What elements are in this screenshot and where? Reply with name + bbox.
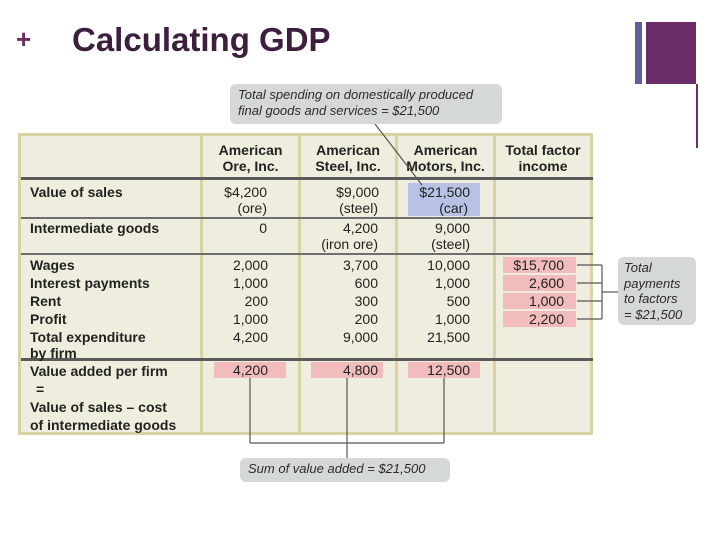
cell-va-steel: 4,800 xyxy=(342,362,378,378)
row-label-rent: Rent xyxy=(30,293,62,309)
accent-bar-blue xyxy=(635,22,642,84)
cell-sales-ore: $4,200 xyxy=(224,184,267,200)
rent-total-highlight xyxy=(503,293,576,309)
header-rule xyxy=(21,177,593,180)
car-sales-highlight xyxy=(408,183,480,216)
header-motors: American Motors, Inc. xyxy=(406,142,485,174)
cell-sales-steel-sub: (steel) xyxy=(339,200,378,216)
interest-total-highlight xyxy=(503,275,576,291)
row-label-interest: Interest payments xyxy=(30,275,150,291)
col-divider xyxy=(200,133,203,435)
cell-wages-total: $15,700 xyxy=(513,257,564,273)
row-label-intermediate: Intermediate goods xyxy=(30,220,160,236)
cell-sales-motors-sub: (car) xyxy=(439,200,468,216)
cell-intermediate-steel-sub: (iron ore) xyxy=(321,236,378,252)
row-label-wages: Wages xyxy=(30,257,75,273)
wages-total-highlight xyxy=(503,257,576,273)
cell-intermediate-motors: 9,000 xyxy=(434,220,470,236)
va-motors-highlight xyxy=(408,362,480,378)
row-rule xyxy=(21,217,593,219)
callout-factor-payments: Total payments to factors = $21,500 xyxy=(618,257,696,325)
row-label-profit: Profit xyxy=(30,311,67,327)
cell-va-ore: 4,200 xyxy=(232,362,268,378)
row-label-total: Total expenditure by firm xyxy=(30,329,146,361)
col-divider xyxy=(298,133,301,435)
cell-profit-motors: 1,000 xyxy=(434,311,470,327)
cell-total-steel: 9,000 xyxy=(342,329,378,345)
header-ore: American Ore, Inc. xyxy=(218,142,283,174)
cell-rent-total: 1,000 xyxy=(528,293,564,309)
row-label-value-added: Value added per firm = Value of sales – … xyxy=(30,363,177,433)
row-rule xyxy=(21,358,593,361)
cell-intermediate-ore: 0 xyxy=(259,220,267,236)
col-divider xyxy=(395,133,398,435)
row-label-sales: Value of sales xyxy=(30,184,123,200)
cell-interest-ore: 1,000 xyxy=(232,275,268,291)
header-steel: American Steel, Inc. xyxy=(315,142,381,174)
col-divider xyxy=(493,133,496,435)
callout-value-added-sum: Sum of value added = $21,500 xyxy=(240,458,450,482)
cell-interest-motors: 1,000 xyxy=(434,275,470,291)
va-ore-highlight xyxy=(214,362,286,378)
cell-sales-ore-sub: (ore) xyxy=(237,200,267,216)
cell-profit-total: 2,200 xyxy=(528,311,564,327)
cell-interest-steel: 600 xyxy=(354,275,378,291)
cell-wages-steel: 3,700 xyxy=(342,257,378,273)
cell-total-motors: 21,500 xyxy=(427,329,470,345)
cell-profit-ore: 1,000 xyxy=(232,311,268,327)
cell-rent-steel: 300 xyxy=(354,293,378,309)
cell-wages-motors: 10,000 xyxy=(427,257,470,273)
plus-bullet: + xyxy=(16,24,32,54)
cell-rent-motors: 500 xyxy=(446,293,470,309)
accent-line xyxy=(696,84,698,148)
cell-intermediate-motors-sub: (steel) xyxy=(431,236,470,252)
cell-va-motors: 12,500 xyxy=(427,362,470,378)
slide-title: Calculating GDP xyxy=(72,21,331,58)
cell-sales-steel: $9,000 xyxy=(336,184,379,200)
accent-bar-purple xyxy=(646,22,696,84)
cell-intermediate-steel: 4,200 xyxy=(342,220,378,236)
header-factor-income: Total factor income xyxy=(505,142,581,174)
cell-wages-ore: 2,000 xyxy=(232,257,268,273)
gdp-table xyxy=(18,133,593,435)
callout-total-spending: Total spending on domestically produced … xyxy=(230,84,502,124)
va-steel-highlight xyxy=(311,362,383,378)
row-rule xyxy=(21,253,593,255)
cell-sales-motors: $21,500 xyxy=(419,184,470,200)
cell-interest-total: 2,600 xyxy=(528,275,564,291)
cell-profit-steel: 200 xyxy=(354,311,378,327)
cell-total-ore: 4,200 xyxy=(232,329,268,345)
cell-rent-ore: 200 xyxy=(244,293,268,309)
profit-total-highlight xyxy=(503,311,576,327)
